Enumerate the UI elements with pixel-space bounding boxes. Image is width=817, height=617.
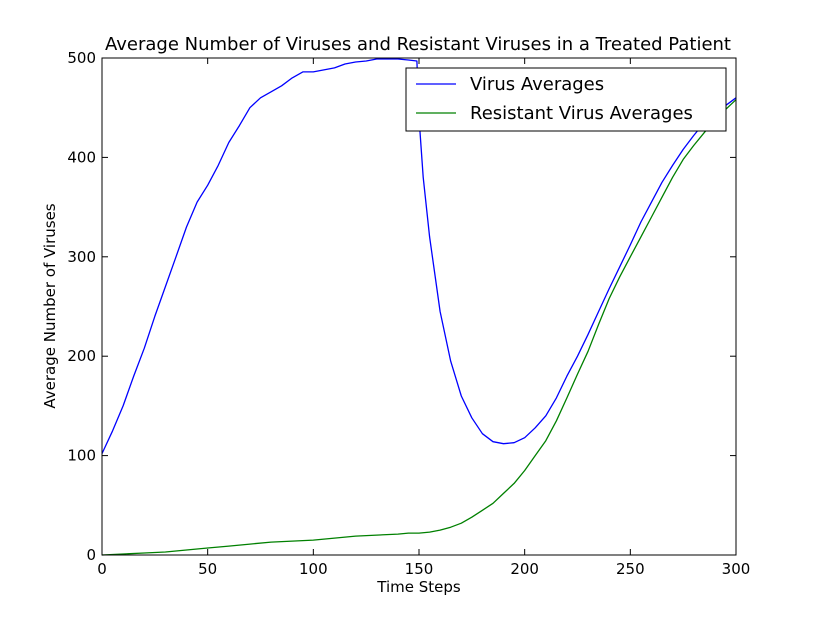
x-axis-title: Time Steps [376,578,461,596]
x-tick-label: 50 [198,560,217,578]
y-tick-label: 0 [86,546,96,564]
x-axis: 0 50 100 150 200 250 300 [97,58,750,578]
y-axis-title: Average Number of Viruses [41,203,59,408]
legend-label-virus-averages: Virus Averages [470,74,604,95]
y-tick-label: 400 [67,148,96,166]
y-tick-label: 100 [67,447,96,465]
series-line-resistant-virus-averages [101,99,737,556]
x-tick-label: 250 [616,560,645,578]
x-tick-label: 300 [722,560,751,578]
chart-title: Average Number of Viruses and Resistant … [105,34,731,55]
y-tick-label: 300 [67,248,96,266]
x-tick-label: 150 [405,560,434,578]
y-tick-label: 500 [67,49,96,67]
y-axis: 0 100 200 300 400 500 [67,49,736,564]
x-tick-label: 0 [97,560,107,578]
legend-label-resistant-virus-averages: Resistant Virus Averages [470,103,693,124]
x-tick-label: 100 [299,560,328,578]
legend-box [405,67,727,132]
y-tick-label: 200 [67,347,96,365]
legend: Virus Averages Resistant Virus Averages [405,67,727,132]
x-tick-label: 200 [510,560,539,578]
